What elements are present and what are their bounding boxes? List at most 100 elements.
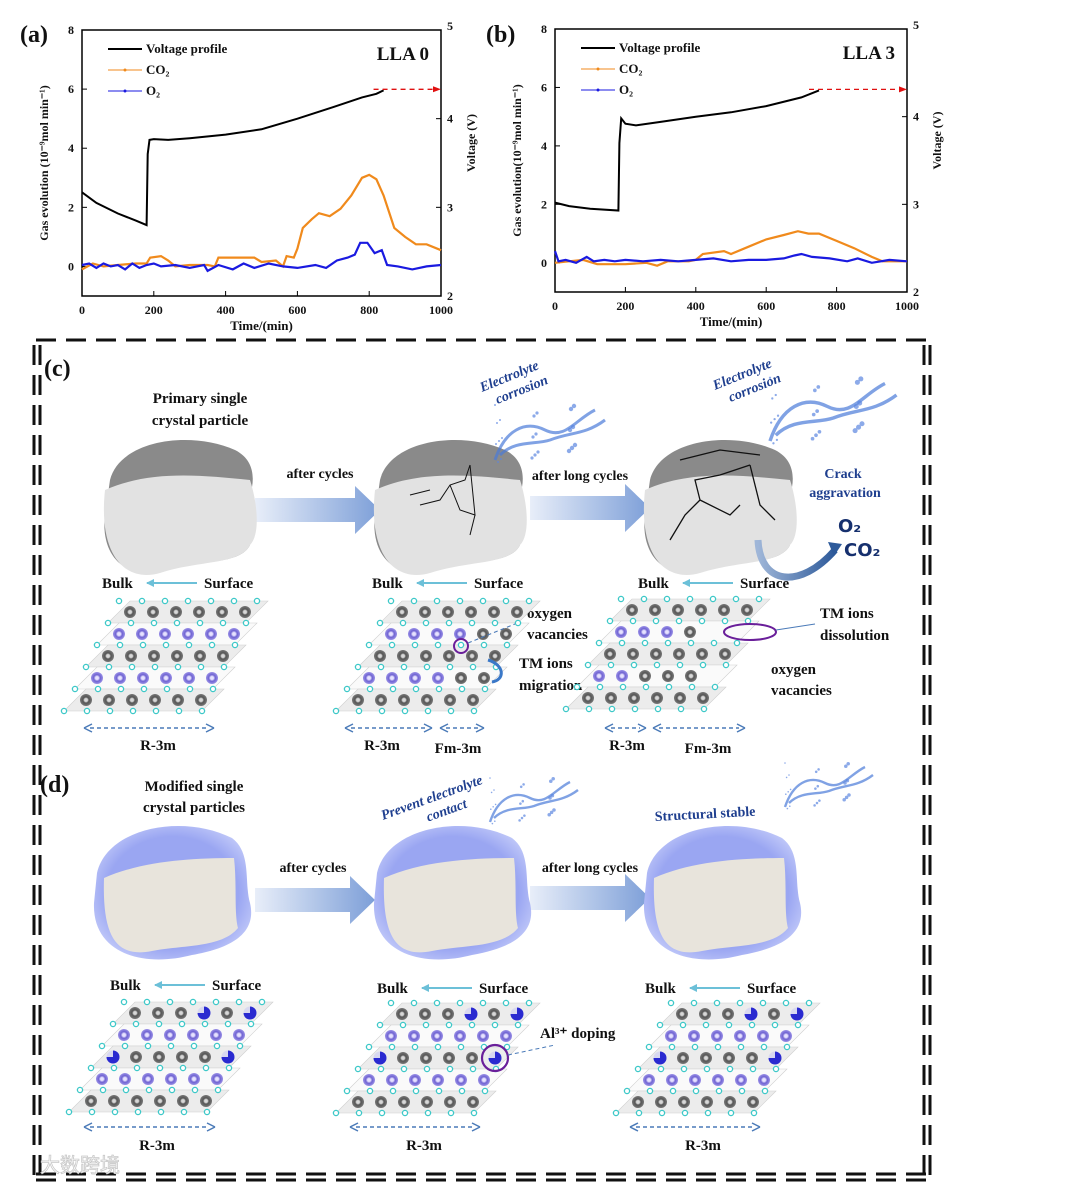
splash-droplet	[846, 762, 850, 766]
oxygen-atom	[468, 619, 476, 627]
splash-droplet	[552, 808, 556, 812]
d-arrow1	[255, 876, 375, 924]
tm-atom	[444, 1096, 456, 1108]
oxygen-atom	[657, 1065, 665, 1073]
li-atom	[661, 626, 673, 638]
oxygen-atom	[332, 1109, 340, 1117]
oxygen-atom	[60, 707, 68, 715]
oxygen-atom	[481, 685, 489, 693]
splash-droplet	[847, 793, 851, 797]
tm-atom	[677, 1052, 689, 1064]
oxygen-atom	[128, 663, 136, 671]
oxygen-atom	[71, 685, 79, 693]
oxygen-atom	[132, 1020, 140, 1028]
tm-atom	[478, 672, 490, 684]
y2-tick-label: 2	[447, 289, 453, 303]
tm-atom	[626, 604, 638, 616]
y-tick-label: 8	[68, 23, 74, 37]
al-dopant-wedge	[790, 1007, 804, 1021]
li-atom	[210, 1029, 222, 1041]
splash-droplet	[854, 379, 860, 385]
oxygen-atom	[343, 1087, 351, 1095]
oxygen-atom	[468, 1021, 476, 1029]
y2-axis-label: Voltage (V)	[464, 114, 478, 172]
d3-surface-label: Surface	[747, 981, 796, 997]
li-atom	[114, 672, 126, 684]
c2-surface-label: Surface	[474, 576, 523, 592]
li-atom	[688, 1030, 700, 1042]
y-tick-label: 0	[68, 259, 74, 273]
oxygen-atom	[687, 639, 695, 647]
al-dopant-wedge	[243, 1006, 257, 1020]
c2-bulk-label: Bulk	[372, 576, 404, 592]
splash-droplet	[491, 822, 494, 825]
x-tick-label: 800	[828, 299, 846, 313]
oxygen-atom	[690, 999, 698, 1007]
tm-atom	[195, 694, 207, 706]
tm-atom	[374, 650, 386, 662]
d1-surface-label: Surface	[212, 978, 261, 994]
oxygen-atom	[457, 641, 465, 649]
splash-droplet	[501, 437, 503, 439]
oxygen-atom	[198, 707, 206, 715]
li-atom	[363, 672, 375, 684]
x-tick-label: 1000	[429, 303, 453, 317]
oxygen-atom	[469, 1065, 477, 1073]
tm-atom	[216, 606, 228, 618]
oxygen-atom	[656, 1021, 664, 1029]
oxygen-atom	[503, 641, 511, 649]
oxygen-atom	[608, 705, 616, 713]
splash-droplet	[519, 802, 522, 805]
li-atom	[643, 1074, 655, 1086]
oxygen-atom	[400, 663, 408, 671]
oxygen-atom	[104, 619, 112, 627]
splash-droplet	[856, 424, 862, 430]
oxygen-atom	[166, 998, 174, 1006]
li-atom	[409, 672, 421, 684]
splash-droplet	[773, 418, 776, 421]
oxygen-atom	[675, 617, 683, 625]
li-atom	[758, 1074, 770, 1086]
splash-droplet	[519, 785, 523, 789]
oxygen-atom	[185, 641, 193, 649]
d-electrolyte-splash-2	[783, 762, 874, 810]
splash-droplet	[818, 799, 821, 802]
oxygen-atom	[207, 597, 215, 605]
oxygen-atom	[434, 641, 442, 649]
splash-droplet	[816, 784, 820, 788]
tm-atom	[442, 1008, 454, 1020]
oxygen-atom	[679, 1021, 687, 1029]
legend-marker	[123, 68, 127, 72]
c2-phase-r: R-3m	[364, 738, 400, 754]
oxygen-atom	[805, 999, 813, 1007]
splash-stroke	[488, 780, 579, 823]
oxygen-atom	[470, 707, 478, 715]
y2-tick-label: 3	[913, 197, 919, 211]
oxygen-atom	[457, 1043, 465, 1051]
li-atom	[757, 1030, 769, 1042]
splash-droplet	[567, 427, 573, 433]
oxygen-atom	[744, 617, 752, 625]
splash-droplet	[844, 764, 848, 768]
oxygen-atom	[794, 1021, 802, 1029]
tm-atom	[511, 606, 523, 618]
d1-phase-r: R-3m	[139, 1138, 175, 1154]
arrowhead-icon	[629, 1122, 761, 1132]
tm-atom	[628, 692, 640, 704]
particle-core	[653, 858, 788, 953]
y2-tick-label: 4	[913, 110, 919, 124]
series-line-Voltage profile	[81, 89, 385, 227]
splash-droplet	[533, 453, 537, 457]
charts: 0 200 400 600 800 1000024682345Time/(min)Gas …	[37, 18, 944, 333]
splash-droplet	[817, 768, 820, 771]
oxygen-vacancy-marker	[453, 638, 469, 654]
li-atom	[734, 1030, 746, 1042]
oxygen-atom	[469, 663, 477, 671]
splash-droplet	[845, 778, 850, 783]
splash-droplet	[520, 816, 524, 820]
splash-droplet	[494, 820, 496, 822]
tm-atom	[397, 1052, 409, 1064]
oxygen-atom	[354, 663, 362, 671]
arrowhead-icon	[604, 723, 647, 733]
d-arrow2-label: after long cycles	[542, 861, 639, 876]
